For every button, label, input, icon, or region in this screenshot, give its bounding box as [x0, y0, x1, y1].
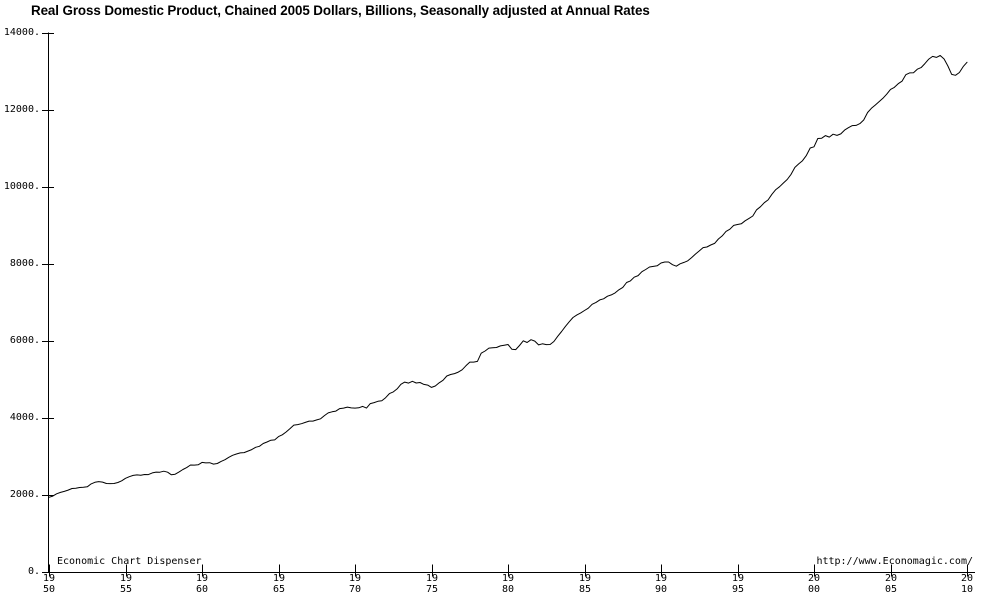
y-tick-label: 14000. [3, 27, 40, 38]
y-tick-label: 10000. [3, 181, 40, 192]
x-tick-label: 19 55 [119, 573, 133, 595]
gdp-data-line [48, 55, 968, 498]
watermark-chart-dispenser: Economic Chart Dispenser [57, 556, 202, 567]
x-tick-label: 20 10 [960, 573, 974, 595]
x-tick-label: 19 80 [501, 573, 515, 595]
y-tick-label: 12000. [3, 104, 40, 115]
x-tick-label: 19 85 [578, 573, 592, 595]
x-tick-label: 19 70 [348, 573, 362, 595]
y-tick-label: 4000. [9, 412, 40, 423]
x-tick-label: 19 90 [654, 573, 668, 595]
watermark-economagic-url: http://www.Economagic.com/ [816, 556, 973, 567]
x-tick-label: 19 50 [42, 573, 56, 595]
x-tick-label: 20 00 [807, 573, 821, 595]
y-tick-label: 0. [27, 566, 40, 577]
y-tick-label: 8000. [9, 258, 40, 269]
x-tick-label: 20 05 [884, 573, 898, 595]
y-tick-label: 6000. [9, 335, 40, 346]
x-tick-label: 19 60 [195, 573, 209, 595]
axes [42, 32, 975, 577]
x-tick-label: 19 75 [425, 573, 439, 595]
y-tick-label: 2000. [9, 489, 40, 500]
chart-title: Real Gross Domestic Product, Chained 200… [31, 3, 650, 18]
x-tick-label: 19 95 [731, 573, 745, 595]
x-tick-label: 19 65 [272, 573, 286, 595]
